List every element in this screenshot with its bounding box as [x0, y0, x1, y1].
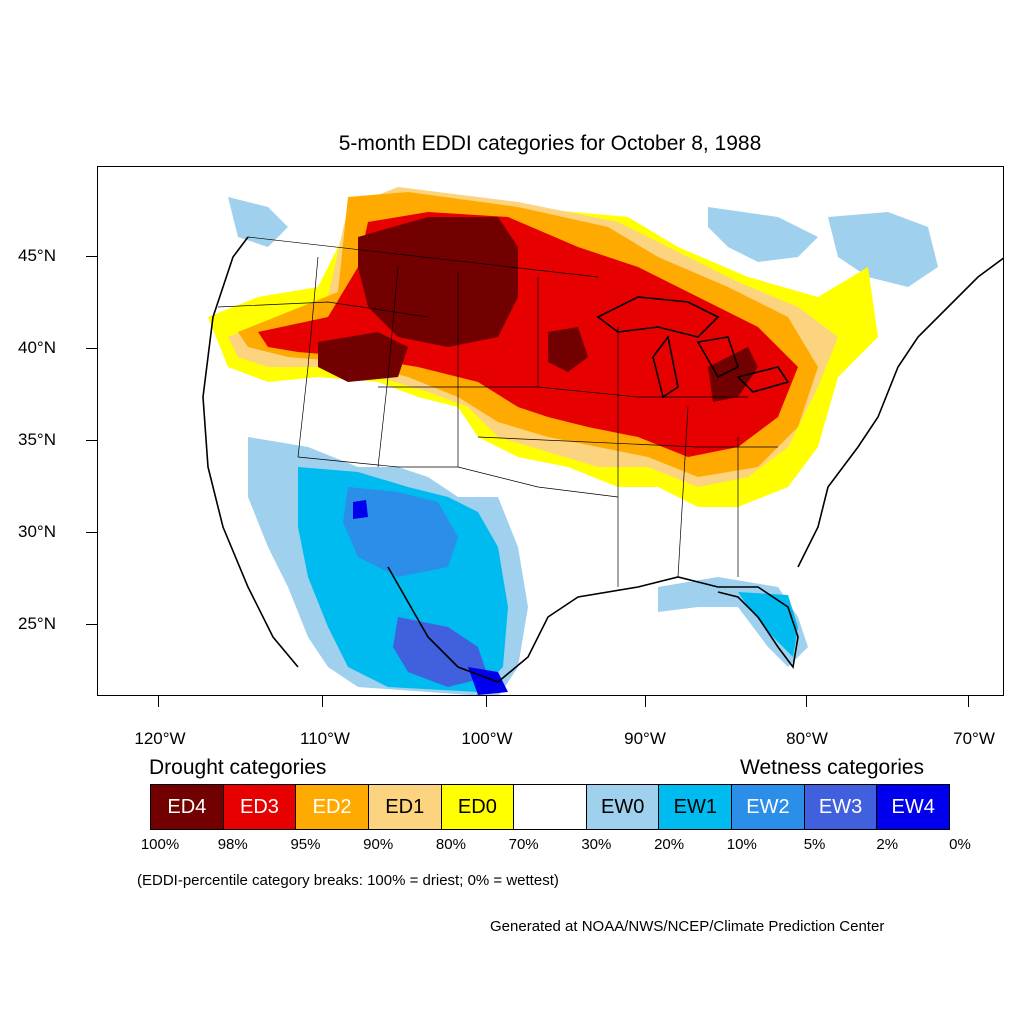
- lat-tick-30: [86, 532, 97, 533]
- legend-bar: ED4 ED3 ED2 ED1 ED0 EW0 EW1 EW2 EW3 EW4: [150, 784, 950, 830]
- credit-line: Generated at NOAA/NWS/NCEP/Climate Predi…: [490, 918, 885, 935]
- break-label: 80%: [435, 836, 466, 853]
- legend-cell-ed2: ED2: [296, 785, 369, 829]
- lon-tick-80: [806, 696, 807, 707]
- wet-region-sw-ew4b: [353, 500, 368, 519]
- lat-label-25: 25°N: [18, 614, 56, 633]
- break-label: 10%: [726, 836, 757, 853]
- lon-label-90: 90°W: [624, 729, 666, 748]
- category-note: (EDDI-percentile category breaks: 100% =…: [137, 872, 559, 889]
- break-label: 98%: [217, 836, 248, 853]
- lon-label-110: 110°W: [300, 729, 350, 748]
- wet-region-northeast: [708, 207, 818, 262]
- break-label: 90%: [363, 836, 394, 853]
- lon-tick-90: [645, 696, 646, 707]
- break-label: 95%: [290, 836, 321, 853]
- lon-label-70: 70°W: [953, 729, 995, 748]
- legend-cell-ew1: EW1: [659, 785, 733, 829]
- drought-region-ed4-plains: [318, 332, 408, 382]
- break-label: 70%: [508, 836, 539, 853]
- legend-cell-ew0: EW0: [586, 785, 660, 829]
- break-label: 2%: [876, 836, 899, 853]
- wetness-heading: Wetness categories: [740, 756, 925, 779]
- drought-region-ed4-east: [708, 347, 758, 402]
- wet-region-sw-ew2: [343, 487, 458, 577]
- break-label: 30%: [581, 836, 612, 853]
- drought-region-ed4-midwest: [548, 327, 588, 372]
- lon-label-100: 100°W: [461, 729, 513, 748]
- lon-tick-120: [158, 696, 159, 707]
- lon-label-120: 120°W: [134, 729, 186, 748]
- legend-cell-ed1: ED1: [368, 785, 442, 829]
- legend-cell-neutral: [514, 785, 587, 829]
- lat-tick-35: [86, 440, 97, 441]
- legend-cell-ed4: ED4: [151, 785, 224, 829]
- wet-region-nw: [228, 197, 288, 247]
- state-borders: [217, 236, 778, 587]
- break-label: 0%: [949, 836, 971, 853]
- drought-heading: Drought categories: [149, 756, 327, 779]
- lat-tick-45: [86, 256, 97, 257]
- lat-label-40: 40°N: [18, 338, 56, 357]
- legend-cell-ew3: EW3: [804, 785, 878, 829]
- drought-region-ed4-north: [358, 217, 518, 347]
- legend-cell-ew2: EW2: [732, 785, 805, 829]
- lon-tick-70: [968, 696, 969, 707]
- wet-region-florida-ew1: [738, 592, 798, 657]
- legend-cell-ed3: ED3: [223, 785, 297, 829]
- lon-tick-100: [486, 696, 487, 707]
- legend-cell-ed0: ED0: [441, 785, 515, 829]
- lat-label-30: 30°N: [18, 522, 56, 541]
- lon-tick-110: [322, 696, 323, 707]
- lon-label-80: 80°W: [786, 729, 828, 748]
- lat-label-45: 45°N: [18, 246, 56, 265]
- lat-label-35: 35°N: [18, 430, 56, 449]
- legend-cell-ew4: EW4: [877, 785, 950, 829]
- break-label: 5%: [803, 836, 826, 853]
- map-canvas: [198, 178, 1003, 695]
- coastline: [202, 236, 1003, 683]
- break-label: 20%: [654, 836, 685, 853]
- break-label: 100%: [140, 836, 180, 853]
- map-frame: [97, 166, 1004, 696]
- lat-tick-25: [86, 624, 97, 625]
- wet-region-northeast-2: [828, 212, 938, 287]
- lat-tick-40: [86, 348, 97, 349]
- map-title: 5-month EDDI categories for October 8, 1…: [338, 132, 762, 155]
